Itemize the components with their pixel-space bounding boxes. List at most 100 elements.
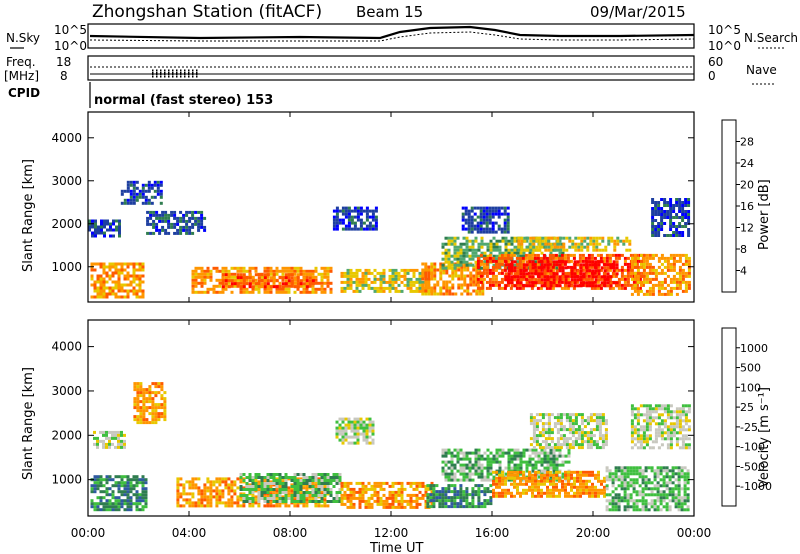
velocity-echo-cell: [547, 422, 551, 426]
power-echo-cell: [608, 256, 612, 260]
velocity-echo-cell: [105, 508, 109, 512]
velocity-echo-cell: [540, 494, 543, 498]
velocity-echo-cell: [486, 460, 490, 464]
power-echo-cell: [635, 262, 639, 266]
power-echo-cell: [535, 239, 539, 243]
velocity-echo-cell: [537, 488, 540, 492]
velocity-echo-cell: [141, 499, 145, 503]
power-echo-cell: [617, 286, 621, 290]
velocity-echo-cell: [281, 485, 285, 488]
power-echo-cell: [105, 295, 109, 299]
power-echo-cell: [293, 269, 297, 273]
power-echo-cell: [495, 239, 499, 243]
velocity-echo-cell: [546, 460, 550, 464]
velocity-echo-cell: [320, 494, 324, 497]
velocity-echo-cell: [126, 484, 130, 488]
power-echo-cell: [126, 262, 130, 266]
power-echo-cell: [506, 221, 510, 225]
power-echo-cell: [105, 274, 109, 278]
velocity-echo-cell: [580, 419, 584, 423]
power-echo-cell: [427, 289, 431, 293]
freq-panel: Freq. [MHz] 18 8 60 0 Nave: [4, 55, 777, 85]
power-echo-cell: [374, 227, 378, 231]
power-echo-cell: [500, 259, 504, 263]
velocity-echo-cell: [592, 434, 596, 438]
power-echo-cell: [456, 236, 460, 240]
power-echo-cell: [218, 290, 222, 294]
power-echo-cell: [622, 242, 626, 246]
power-echo-cell: [194, 216, 198, 220]
power-echo-cell: [421, 274, 425, 278]
velocity-echo-cell: [534, 454, 538, 458]
power-echo-cell: [608, 253, 612, 257]
power-echo-cell: [678, 268, 682, 272]
velocity-echo-cell: [251, 479, 255, 482]
power-echo-cell: [326, 281, 330, 285]
power-echo-cell: [488, 218, 492, 222]
velocity-echo-cell: [284, 473, 288, 476]
power-echo-cell: [373, 289, 377, 293]
power-echo-cell: [257, 285, 261, 289]
power-echo-cell: [657, 201, 661, 204]
velocity-echo-cell: [529, 413, 533, 417]
velocity-echo-cell: [358, 490, 362, 494]
velocity-echo-cell: [349, 502, 353, 506]
power-echo-cell: [482, 209, 486, 213]
velocity-echo-cell: [432, 484, 436, 488]
velocity-echo-cell: [549, 473, 552, 477]
power-echo-cell: [576, 284, 580, 288]
velocity-echo-cell: [160, 394, 164, 398]
power-echo-cell: [329, 281, 333, 285]
velocity-echo-cell: [99, 430, 102, 434]
power-echo-cell: [529, 239, 533, 243]
power-echo-cell: [581, 256, 585, 260]
power-echo-cell: [100, 225, 103, 229]
velocity-echo-cell: [108, 499, 112, 503]
velocity-echo-cell: [108, 478, 112, 482]
power-echo-cell: [248, 282, 252, 286]
velocity-echo-cell: [582, 473, 585, 477]
power-echo-cell: [625, 239, 629, 243]
power-echo-cell: [488, 280, 492, 284]
velocity-echo-cell: [465, 466, 469, 470]
power-echo-cell: [272, 273, 276, 277]
power-echo-cell: [485, 259, 489, 263]
velocity-echo-cell: [367, 487, 371, 491]
velocity-echo-cell: [456, 448, 460, 452]
power-echo-cell: [507, 242, 511, 246]
velocity-echo-cell: [495, 460, 499, 464]
velocity-echo-cell: [580, 428, 584, 432]
power-echo-cell: [453, 266, 457, 270]
power-echo-cell: [111, 289, 115, 293]
power-echo-cell: [135, 262, 139, 266]
velocity-echo-cell: [465, 493, 469, 497]
power-echo-cell: [479, 218, 483, 222]
power-echo-cell: [141, 274, 145, 278]
power-echo-cell: [447, 239, 451, 243]
power-echo-cell: [468, 248, 472, 252]
power-echo-cell: [311, 272, 315, 276]
power-echo-cell: [356, 215, 360, 219]
power-echo-cell: [117, 274, 121, 278]
velocity-echo-cell: [540, 491, 543, 495]
power-echo-cell: [485, 256, 489, 260]
velocity-echo-cell: [507, 454, 511, 458]
velocity-echo-cell: [99, 439, 102, 443]
power-echo-cell: [636, 280, 640, 284]
power-echo-cell: [669, 222, 673, 225]
velocity-echo-cell: [114, 505, 118, 509]
power-echo-cell: [365, 206, 369, 210]
power-echo-cell: [598, 242, 602, 246]
power-echo-cell: [597, 275, 601, 279]
power-echo-cell: [532, 245, 536, 249]
power-echo-cell: [506, 256, 510, 260]
velocity-echo-cell: [468, 463, 472, 467]
velocity-echo-cell: [589, 446, 593, 450]
velocity-echo-cell: [236, 486, 240, 490]
velocity-echo-cell: [583, 440, 587, 444]
power-echo-cell: [94, 234, 97, 238]
power-echo-cell: [299, 269, 303, 273]
velocity-echo-cell: [105, 487, 109, 491]
velocity-echo-cell: [589, 440, 593, 444]
